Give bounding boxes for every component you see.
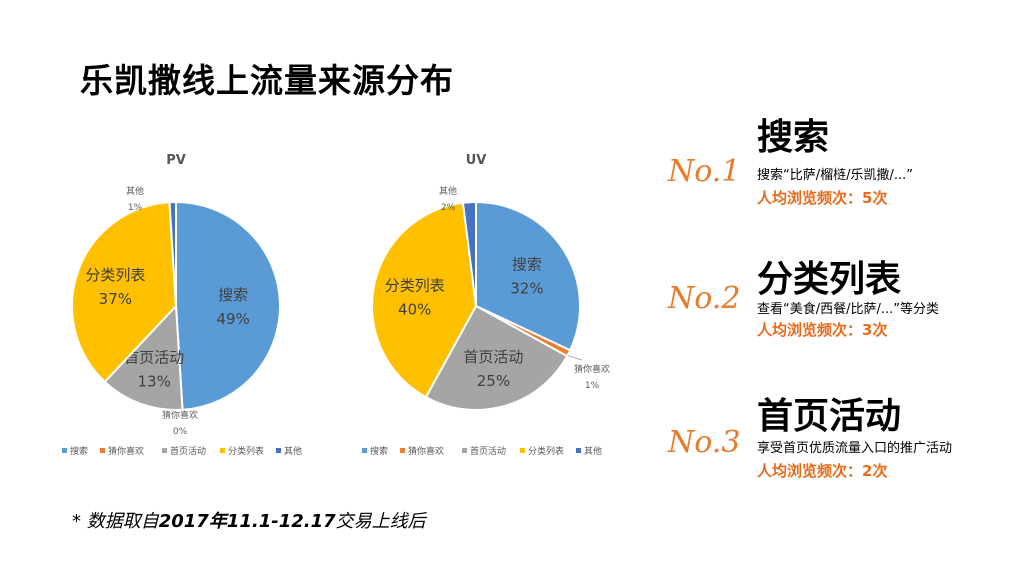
uv-legend-label-2: 首页活动 xyxy=(470,445,506,457)
page-title: 乐凯撒线上流量来源分布 xyxy=(80,61,454,100)
uv-slice-3 xyxy=(371,201,478,399)
rank-3-desc: 享受首页优质流量入口的推广活动 xyxy=(757,441,953,456)
rank-2-desc: 查看“美食/西餐/比萨/...”等分类 xyxy=(757,302,940,317)
pv-slice-3 xyxy=(71,201,178,384)
pv-legend-label-1: 猜你喜欢 xyxy=(108,445,144,457)
uv-value-label-0: 32% xyxy=(510,280,543,298)
rank-1-desc: 搜索“比萨/榴梿/乐凯撒/...” xyxy=(757,168,914,183)
uv-category-label-0: 搜索 xyxy=(512,256,542,274)
pv-legend-label-0: 搜索 xyxy=(70,445,88,457)
pv-category-label-4: 其他 xyxy=(126,185,144,197)
uv-value-label-3: 40% xyxy=(398,300,431,318)
uv-chart-title: UV xyxy=(466,153,487,168)
note-date-range: 2017年11.1-12.17 xyxy=(158,511,336,532)
uv-legend-swatch-4 xyxy=(576,448,581,453)
pv-legend-label-3: 分类列表 xyxy=(228,445,264,457)
pv-category-label-3: 分类列表 xyxy=(85,266,145,284)
uv-legend-swatch-1 xyxy=(400,448,405,453)
uv-category-label-3: 分类列表 xyxy=(385,276,445,294)
pv-legend-swatch-0 xyxy=(62,448,67,453)
pv-legend-swatch-1 xyxy=(100,448,105,453)
uv-category-label-4: 其他 xyxy=(439,185,457,197)
pv-value-label-4: 1% xyxy=(128,203,143,213)
rank-1-heading: 搜索 xyxy=(757,117,830,158)
pv-category-label-0: 搜索 xyxy=(218,286,248,304)
rank-2-heading: 分类列表 xyxy=(757,259,902,300)
uv-slice-2 xyxy=(424,304,569,411)
uv-category-label-1: 猜你喜欢 xyxy=(574,363,610,375)
rank-1-number: No.1 xyxy=(668,154,741,189)
pv-pie-chart: PV 搜索 49% 猜你喜欢 0% 首页活动 13% 分类列表 37% 其他 1% 搜索 猜你喜欢 首页活… xyxy=(30,142,320,472)
uv-legend-swatch-0 xyxy=(362,448,367,453)
pv-value-label-1: 0% xyxy=(173,427,188,437)
uv-legend-swatch-2 xyxy=(462,448,467,453)
note-prefix: * 数据取自 xyxy=(72,511,159,532)
uv-value-label-1: 1% xyxy=(585,381,600,391)
uv-category-label-2: 首页活动 xyxy=(463,348,523,366)
rank-3-heading: 首页活动 xyxy=(757,396,902,437)
rank-2-freq: 人均浏览频次：3次 xyxy=(757,321,888,339)
uv-legend-label-4: 其他 xyxy=(584,445,602,457)
pv-category-label-1: 猜你喜欢 xyxy=(162,409,198,421)
rank-3-number: No.3 xyxy=(668,425,741,460)
pv-value-label-0: 49% xyxy=(216,310,249,328)
pv-legend-label-4: 其他 xyxy=(284,445,302,457)
rank-2-number: No.2 xyxy=(668,281,741,316)
uv-pie-chart: UV 搜索 32% 猜你喜欢 1% 首页活动 25% 分类列表 40% 其他 2% 搜索 猜你喜欢 首页活… xyxy=(330,142,620,472)
pv-value-label-3: 37% xyxy=(99,290,132,308)
note-suffix: 交易上线后 xyxy=(335,511,426,532)
uv-leader-line-1 xyxy=(565,354,583,361)
pv-legend-swatch-4 xyxy=(276,448,281,453)
pv-value-label-2: 13% xyxy=(137,373,170,391)
pv-category-label-2: 首页活动 xyxy=(124,349,184,367)
pv-legend-label-2: 首页活动 xyxy=(170,445,206,457)
pv-slice-4 xyxy=(168,200,177,307)
pv-legend-swatch-3 xyxy=(220,448,225,453)
uv-legend-label-3: 分类列表 xyxy=(528,445,564,457)
data-source-note: * 数据取自2017年11.1-12.17交易上线后 xyxy=(72,507,426,533)
pv-chart-title: PV xyxy=(166,153,186,168)
rank-3-freq: 人均浏览频次：2次 xyxy=(757,462,888,480)
uv-legend-label-1: 猜你喜欢 xyxy=(408,445,444,457)
uv-legend-swatch-3 xyxy=(520,448,525,453)
uv-slice-4 xyxy=(461,200,477,307)
pv-slice-0 xyxy=(175,200,281,411)
pv-legend-swatch-2 xyxy=(162,448,167,453)
uv-slice-0 xyxy=(475,200,581,352)
rank-1-freq: 人均浏览频次：5次 xyxy=(757,189,888,207)
uv-value-label-4: 2% xyxy=(441,203,456,213)
pv-slice-2 xyxy=(103,303,184,411)
uv-legend-label-0: 搜索 xyxy=(370,445,388,457)
uv-value-label-2: 25% xyxy=(477,372,510,390)
